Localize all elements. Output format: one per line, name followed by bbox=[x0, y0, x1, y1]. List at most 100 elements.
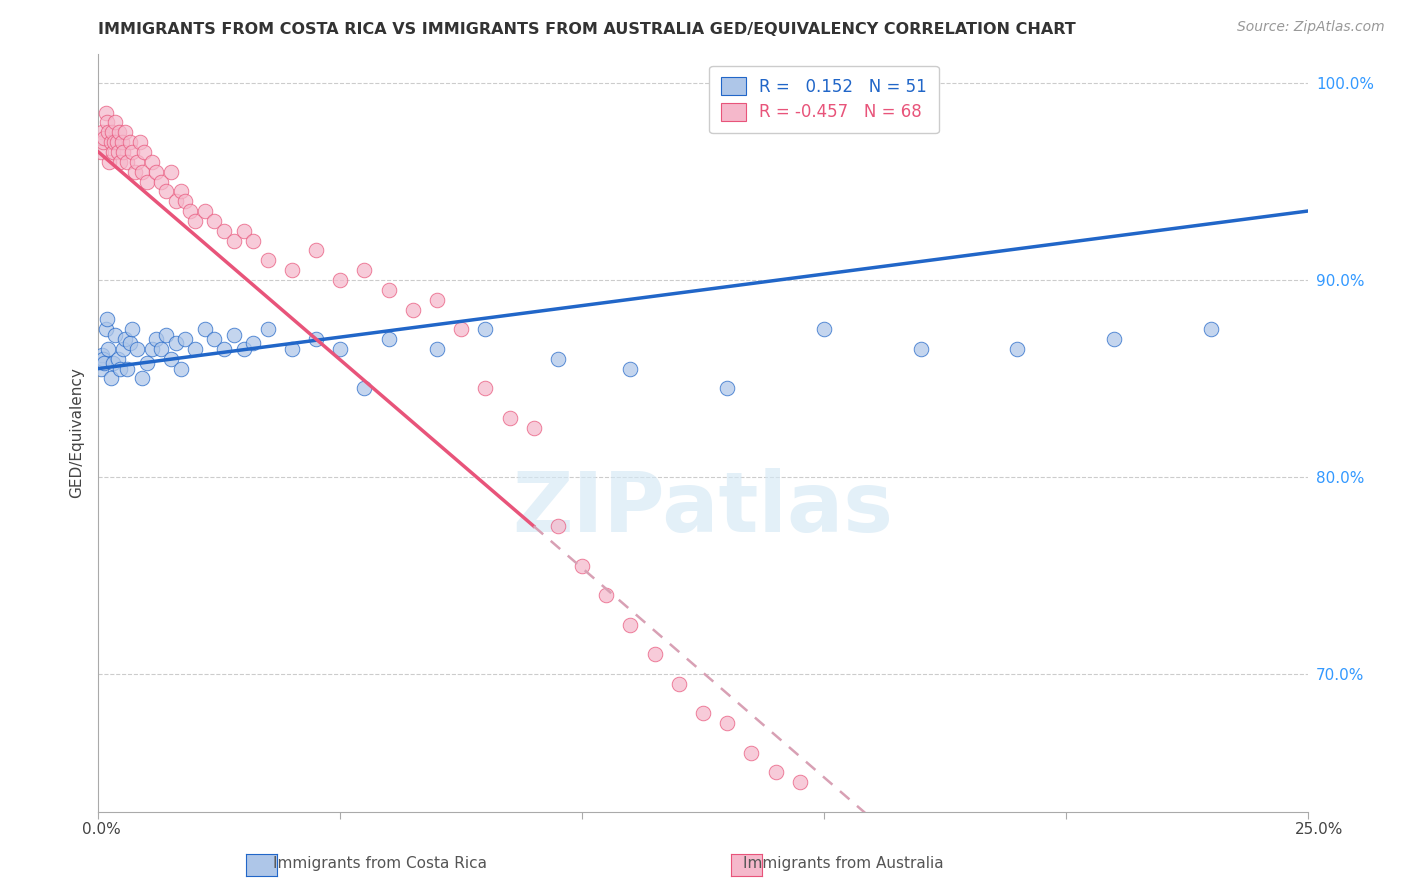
Point bbox=[426, 293, 449, 307]
Point bbox=[121, 145, 143, 159]
Point bbox=[450, 322, 472, 336]
Point bbox=[740, 746, 762, 760]
Point bbox=[103, 135, 125, 149]
Point bbox=[141, 154, 163, 169]
Point bbox=[353, 381, 375, 395]
Point bbox=[165, 194, 187, 209]
Point bbox=[97, 342, 120, 356]
Point bbox=[232, 342, 254, 356]
Point bbox=[305, 244, 328, 258]
Point bbox=[127, 154, 149, 169]
Point bbox=[117, 361, 139, 376]
Point bbox=[402, 302, 425, 317]
Point bbox=[160, 351, 183, 366]
Point bbox=[1102, 332, 1125, 346]
Point bbox=[93, 131, 115, 145]
Point bbox=[111, 342, 134, 356]
Point bbox=[114, 125, 136, 139]
Point bbox=[91, 348, 114, 362]
Point bbox=[194, 322, 217, 336]
Point bbox=[242, 234, 264, 248]
Point bbox=[128, 135, 150, 149]
Point bbox=[242, 336, 264, 351]
Point bbox=[222, 234, 245, 248]
Point bbox=[124, 164, 146, 178]
Point bbox=[668, 676, 690, 690]
Point bbox=[93, 356, 115, 370]
Point bbox=[212, 224, 235, 238]
Text: 25.0%: 25.0% bbox=[1295, 822, 1343, 837]
Point bbox=[117, 154, 139, 169]
Point bbox=[150, 175, 173, 189]
Point bbox=[101, 356, 124, 370]
Point bbox=[377, 283, 399, 297]
Point bbox=[692, 706, 714, 721]
Point bbox=[305, 332, 328, 346]
Point bbox=[204, 332, 226, 346]
Point bbox=[184, 214, 207, 228]
Point bbox=[194, 204, 217, 219]
Point bbox=[1199, 322, 1222, 336]
Point bbox=[131, 371, 153, 385]
Point bbox=[353, 263, 375, 277]
Point bbox=[131, 164, 153, 178]
Point bbox=[100, 371, 122, 385]
Point bbox=[111, 135, 134, 149]
Point bbox=[135, 175, 157, 189]
Point bbox=[96, 312, 118, 326]
Point bbox=[104, 115, 127, 129]
Point bbox=[222, 328, 245, 343]
Point bbox=[523, 420, 546, 434]
Point bbox=[134, 145, 156, 159]
Point bbox=[547, 351, 569, 366]
Point bbox=[547, 519, 569, 533]
Point bbox=[789, 775, 811, 789]
Point bbox=[174, 332, 197, 346]
Point bbox=[716, 716, 738, 731]
Point bbox=[169, 185, 191, 199]
Point bbox=[377, 332, 399, 346]
Point bbox=[179, 204, 201, 219]
Point bbox=[96, 115, 118, 129]
Point bbox=[212, 342, 235, 356]
Point bbox=[716, 381, 738, 395]
Point bbox=[111, 145, 134, 159]
Point bbox=[619, 617, 641, 632]
Point bbox=[107, 125, 129, 139]
Point bbox=[114, 332, 136, 346]
Point bbox=[169, 361, 191, 376]
Point bbox=[94, 322, 117, 336]
Point bbox=[910, 342, 932, 356]
Point bbox=[474, 322, 496, 336]
Point bbox=[1007, 342, 1029, 356]
Point bbox=[127, 342, 149, 356]
Point bbox=[160, 164, 183, 178]
Point bbox=[155, 185, 177, 199]
Point bbox=[281, 342, 304, 356]
Point bbox=[145, 332, 167, 346]
Point bbox=[90, 145, 112, 159]
Point bbox=[571, 558, 593, 573]
Point bbox=[256, 253, 278, 268]
Point bbox=[426, 342, 449, 356]
Point bbox=[91, 135, 114, 149]
Point bbox=[813, 322, 835, 336]
Text: Source: ZipAtlas.com: Source: ZipAtlas.com bbox=[1237, 20, 1385, 34]
Point bbox=[498, 410, 520, 425]
Point bbox=[184, 342, 207, 356]
Point bbox=[232, 224, 254, 238]
Point bbox=[474, 381, 496, 395]
Point bbox=[145, 164, 167, 178]
Point bbox=[256, 322, 278, 336]
Point bbox=[329, 342, 352, 356]
Point bbox=[91, 125, 114, 139]
Point bbox=[155, 328, 177, 343]
Point bbox=[141, 342, 163, 356]
Point bbox=[104, 328, 127, 343]
Point bbox=[281, 263, 304, 277]
Point bbox=[329, 273, 352, 287]
Point bbox=[107, 351, 129, 366]
Point bbox=[765, 765, 787, 780]
Text: 0.0%: 0.0% bbox=[82, 822, 121, 837]
Point bbox=[595, 588, 617, 602]
